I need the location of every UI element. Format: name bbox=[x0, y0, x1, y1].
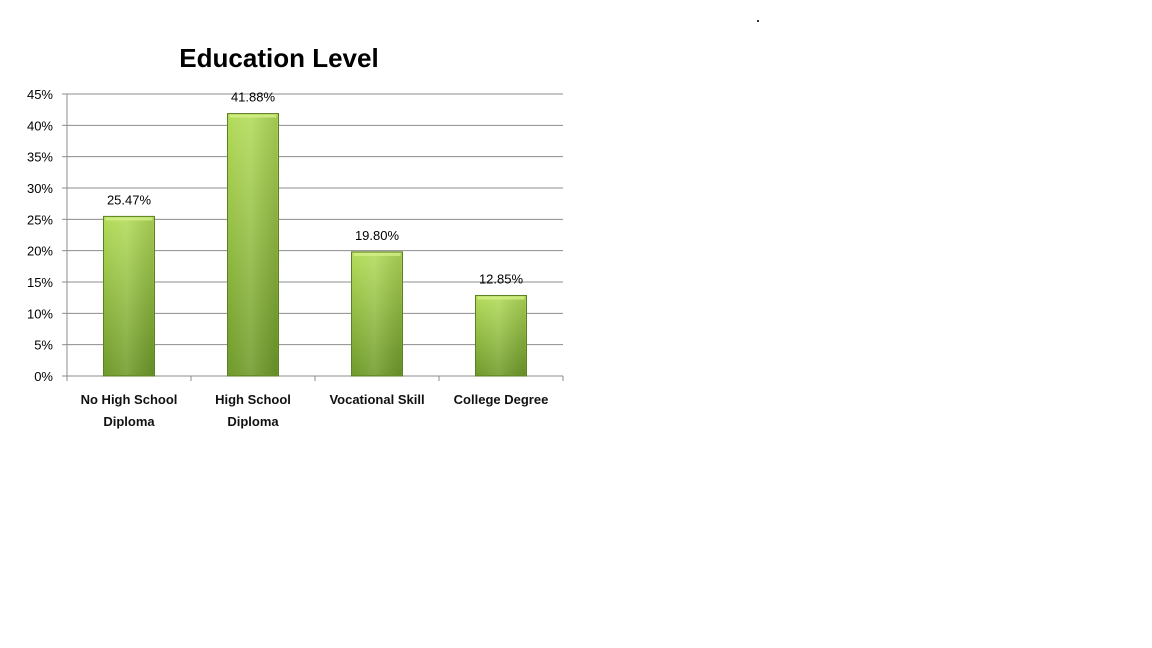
category-label: Vocational Skill bbox=[329, 392, 424, 407]
data-label: 12.85% bbox=[479, 271, 524, 286]
data-labels: 25.47% 41.88% 19.80% 12.85% bbox=[107, 90, 524, 287]
bar-top-bevel bbox=[353, 252, 401, 256]
y-tick-label: 35% bbox=[27, 150, 53, 165]
category-label: No High School Diploma bbox=[81, 392, 178, 429]
y-tick-label: 5% bbox=[34, 338, 53, 353]
category-label-line: College Degree bbox=[454, 392, 549, 407]
data-label: 25.47% bbox=[107, 192, 152, 207]
stray-dot-mark bbox=[757, 20, 759, 22]
category-label-line: Diploma bbox=[103, 414, 155, 429]
y-tick-label: 20% bbox=[27, 244, 53, 259]
data-label: 41.88% bbox=[231, 90, 276, 105]
y-tick-labels: 0% 5% 10% 15% 20% 25% 30% 35% 40% 45% bbox=[27, 87, 53, 384]
chart-title: Education Level bbox=[179, 43, 378, 73]
bar-sheen bbox=[104, 217, 154, 375]
bar-sheen bbox=[352, 252, 402, 375]
data-label: 19.80% bbox=[355, 228, 400, 243]
bar-top-bevel bbox=[477, 296, 525, 300]
category-label-line: Diploma bbox=[227, 414, 279, 429]
category-label-line: Vocational Skill bbox=[329, 392, 424, 407]
bar-top-bevel bbox=[229, 114, 277, 118]
y-tick-label: 15% bbox=[27, 275, 53, 290]
bar-top-bevel bbox=[105, 217, 153, 221]
bar-sheen bbox=[228, 114, 278, 375]
category-label-line: No High School bbox=[81, 392, 178, 407]
category-labels: No High School Diploma High School Diploma V… bbox=[81, 392, 549, 429]
category-label: High School Diploma bbox=[215, 392, 291, 429]
category-label: College Degree bbox=[454, 392, 549, 407]
y-tick-label: 10% bbox=[27, 306, 53, 321]
y-tick-label: 40% bbox=[27, 118, 53, 133]
y-tick-label: 45% bbox=[27, 87, 53, 102]
y-tick-label: 25% bbox=[27, 212, 53, 227]
y-tick-label: 30% bbox=[27, 181, 53, 196]
bars bbox=[103, 113, 527, 377]
y-tick-label: 0% bbox=[34, 369, 53, 384]
bar-sheen bbox=[476, 296, 526, 375]
category-label-line: High School bbox=[215, 392, 291, 407]
